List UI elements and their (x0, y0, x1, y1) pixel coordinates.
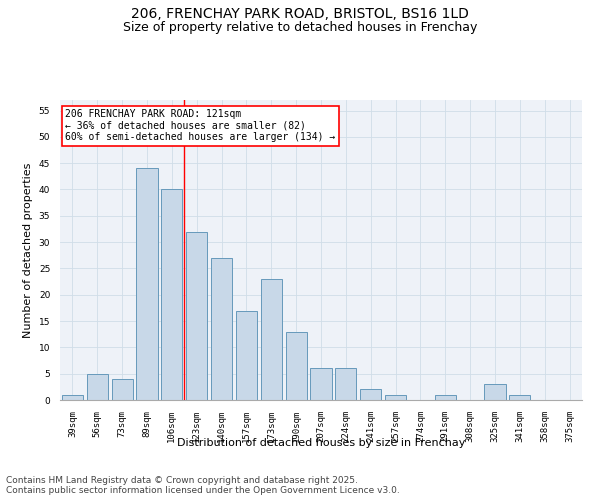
Text: 206, FRENCHAY PARK ROAD, BRISTOL, BS16 1LD: 206, FRENCHAY PARK ROAD, BRISTOL, BS16 1… (131, 8, 469, 22)
Bar (136, 168, 158, 400)
Bar (211, 258, 232, 400)
Bar (286, 332, 307, 400)
Bar (236, 310, 257, 400)
Bar (360, 390, 381, 400)
Y-axis label: Number of detached properties: Number of detached properties (23, 162, 33, 338)
Bar (335, 368, 356, 400)
Text: Contains HM Land Registry data © Crown copyright and database right 2025.
Contai: Contains HM Land Registry data © Crown c… (6, 476, 400, 495)
Bar (87, 374, 108, 400)
Bar (385, 394, 406, 400)
Bar (435, 394, 456, 400)
Bar (112, 379, 133, 400)
Bar (161, 190, 182, 400)
Text: 206 FRENCHAY PARK ROAD: 121sqm
← 36% of detached houses are smaller (82)
60% of : 206 FRENCHAY PARK ROAD: 121sqm ← 36% of … (65, 109, 335, 142)
Bar (62, 394, 83, 400)
Bar (261, 279, 282, 400)
Bar (186, 232, 207, 400)
Bar (310, 368, 332, 400)
Text: Distribution of detached houses by size in Frenchay: Distribution of detached houses by size … (177, 438, 465, 448)
Bar (509, 394, 530, 400)
Text: Size of property relative to detached houses in Frenchay: Size of property relative to detached ho… (123, 22, 477, 35)
Bar (484, 384, 506, 400)
